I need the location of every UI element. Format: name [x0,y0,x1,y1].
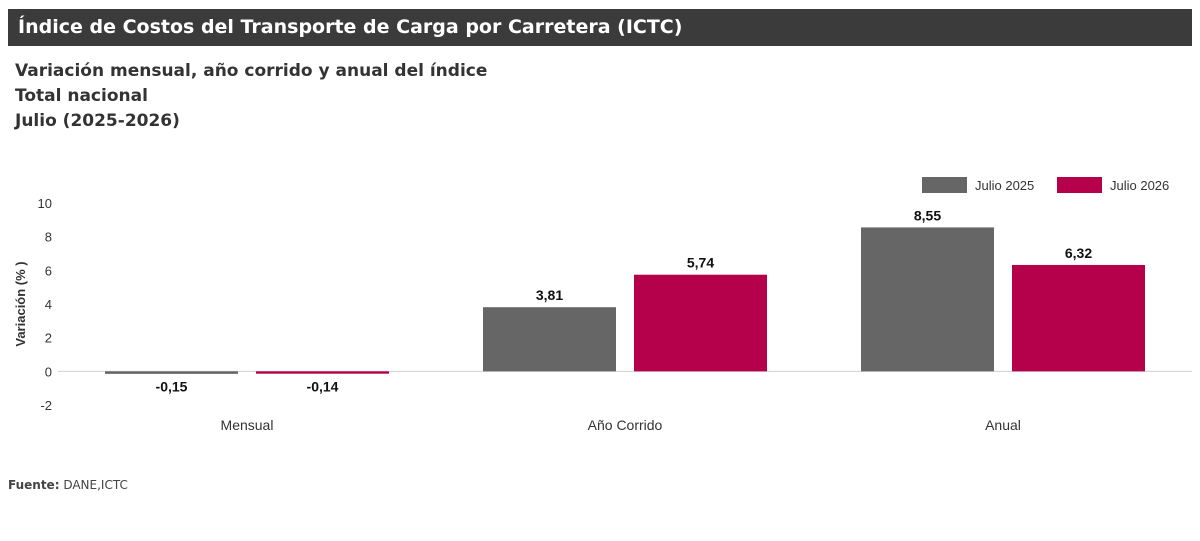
page-title: Índice de Costos del Transporte de Carga… [18,16,683,38]
bar [483,307,616,372]
bar [861,227,994,372]
subtitle-line-1: Variación mensual, año corrido y anual d… [15,61,488,81]
data-label: -0,14 [307,378,339,394]
legend-label: Julio 2026 [1110,178,1169,193]
y-axis-label: Variación (% ) [13,261,28,346]
source-note: Fuente: DANE,ICTC [8,478,128,492]
chart-subtitles: Variación mensual, año corrido y anual d… [15,59,487,134]
legend-swatch [1057,177,1102,193]
data-label: -0,15 [156,378,188,394]
y-tick-label: 10 [38,196,52,211]
x-tick-label: Mensual [221,417,274,433]
x-tick-label: Año Corrido [588,417,663,433]
y-tick-label: 8 [45,230,52,245]
source-label: Fuente: [8,478,60,492]
source-text: DANE,ICTC [59,478,128,492]
data-label: 6,32 [1065,245,1092,261]
bar [256,371,389,374]
title-bar: Índice de Costos del Transporte de Carga… [8,9,1192,46]
bar-chart: -2 0 2 4 6 8 10 Variación (% ) -0,15 -0,14 Mensual… [13,177,1192,433]
legend-label: Julio 2025 [975,178,1034,193]
subtitle-line-2: Total nacional [15,86,148,106]
subtitle-line-3: Julio (2025-2026) [15,111,180,131]
legend-swatch [922,177,967,193]
x-tick-label: Anual [985,417,1021,433]
data-label: 3,81 [536,287,563,303]
y-tick-label: -2 [40,398,52,413]
y-tick-label: 0 [45,364,52,379]
y-tick-label: 6 [45,263,52,278]
data-label: 8,55 [914,207,941,223]
bar [1012,264,1145,372]
bar [634,274,767,372]
y-tick-label: 4 [45,297,52,312]
bar [105,371,238,374]
y-tick-label: 2 [45,331,52,346]
data-label: 5,74 [687,255,714,271]
